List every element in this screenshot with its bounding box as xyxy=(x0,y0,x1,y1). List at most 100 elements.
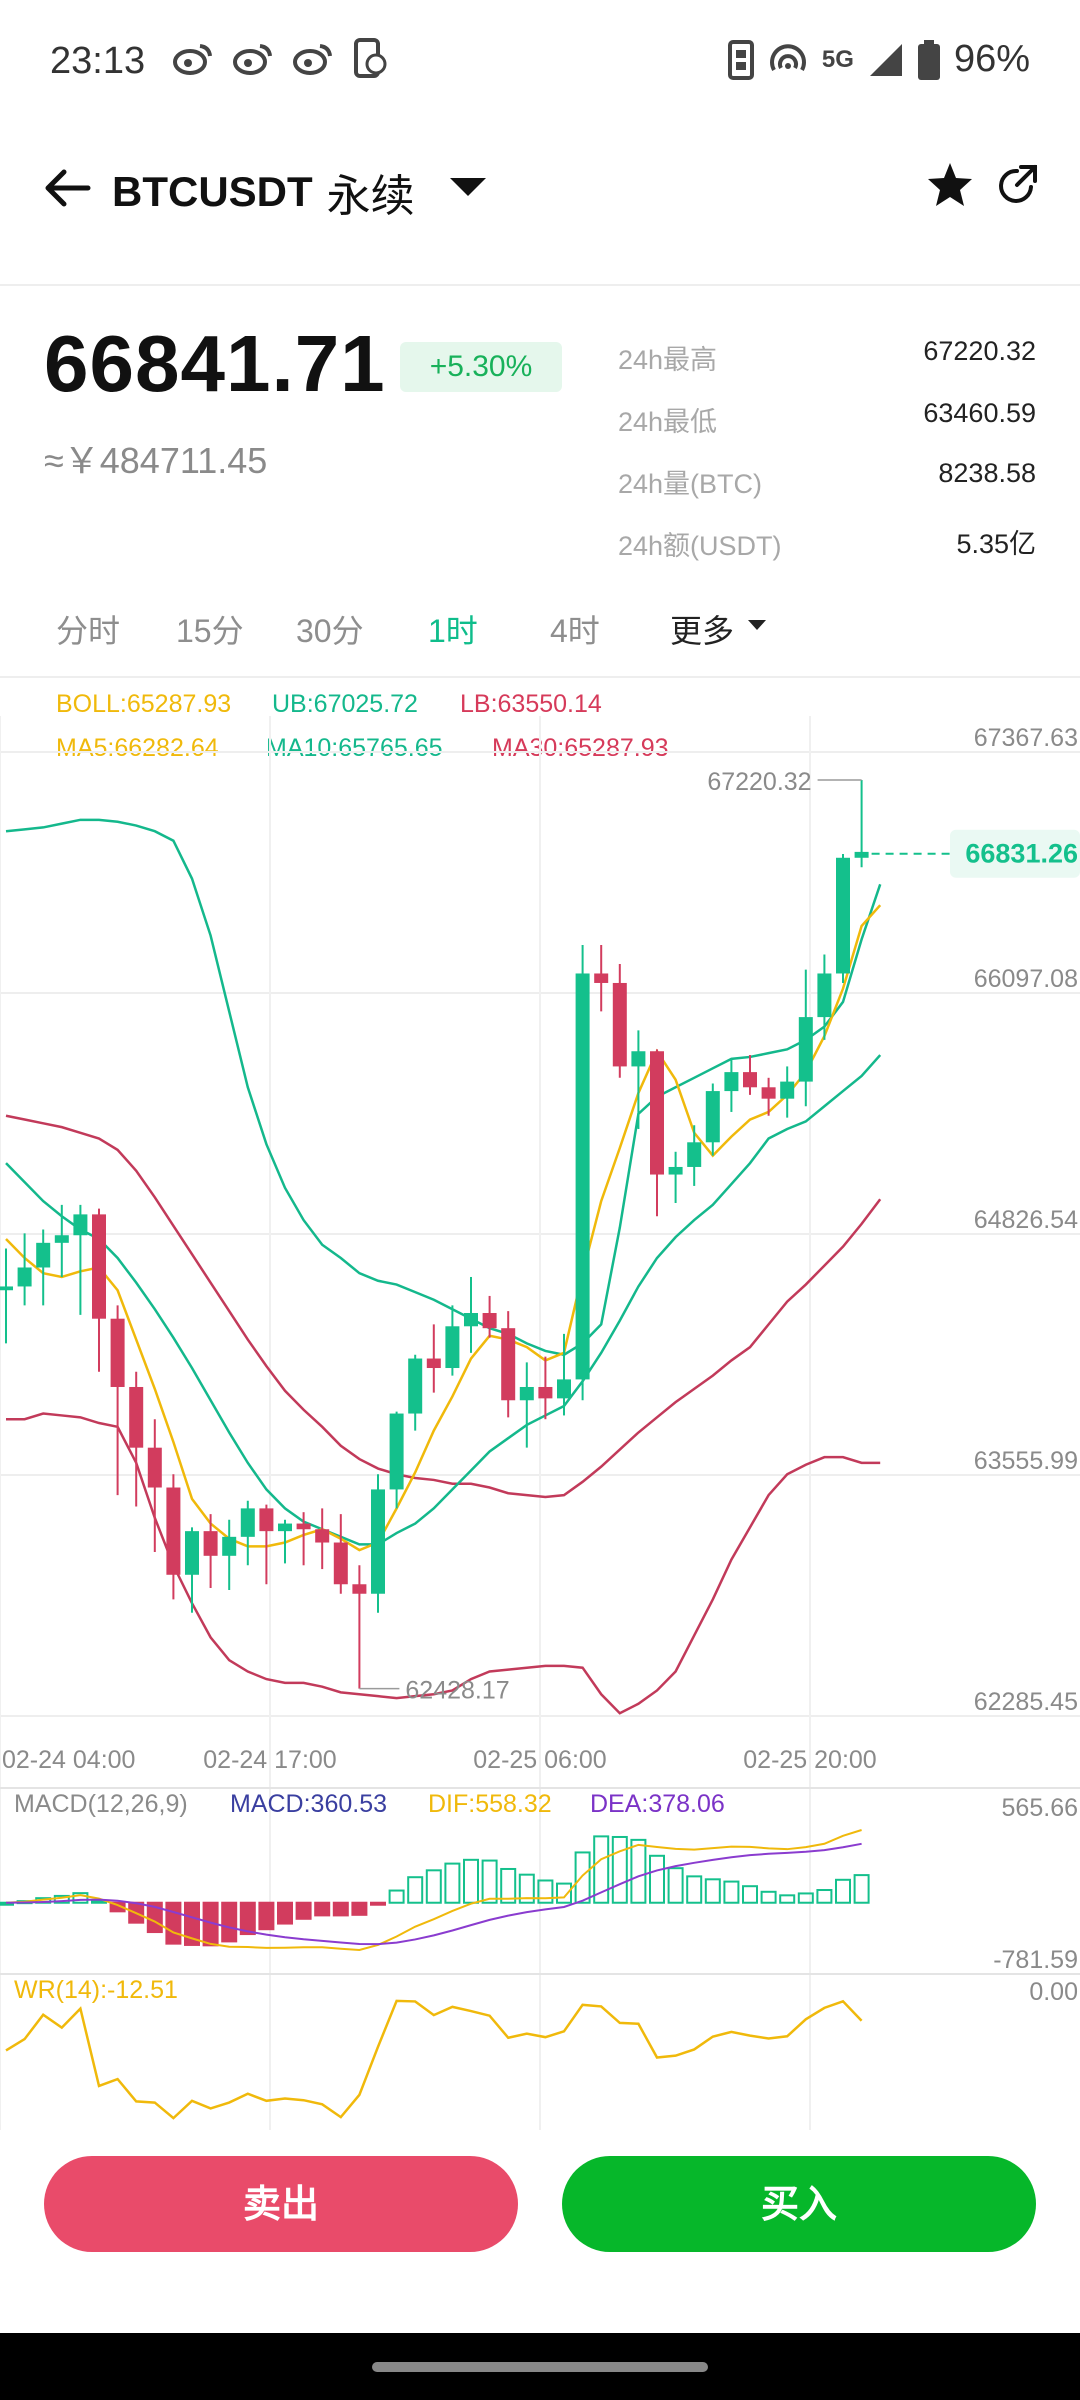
candle-body xyxy=(129,1386,144,1448)
candle-body xyxy=(240,1508,255,1537)
candle-body xyxy=(668,1166,683,1175)
boll-lower-line xyxy=(6,1412,881,1715)
dif-line xyxy=(5,1829,862,1952)
legend-dea: DEA:378.06 xyxy=(590,1790,725,1818)
macd-bar xyxy=(835,1878,851,1904)
tabs-divider xyxy=(0,676,1080,678)
candle-body xyxy=(743,1072,757,1088)
back-arrow-icon[interactable] xyxy=(40,160,96,216)
current-price-label: 66831.26 xyxy=(965,839,1078,869)
x-axis-label: 02-25 06:00 xyxy=(473,1746,606,1774)
legend-wr: WR(14):-12.51 xyxy=(14,1976,178,2004)
macd-bar xyxy=(221,1901,238,1943)
candle-body xyxy=(54,1235,69,1243)
weibo-icon xyxy=(293,44,332,75)
more-dropdown-icon[interactable] xyxy=(748,620,766,630)
candle-body xyxy=(594,973,609,983)
candle-body xyxy=(464,1313,478,1327)
tab-1h[interactable]: 1时 xyxy=(428,613,478,649)
legend-ma30: MA30:65287.93 xyxy=(492,734,669,762)
macd-bar xyxy=(779,1894,796,1904)
favorite-star-icon[interactable] xyxy=(925,160,975,210)
battery-icon xyxy=(917,39,940,80)
x-axis-label: 02-25 20:00 xyxy=(743,1746,876,1774)
macd-bar xyxy=(370,1901,386,1906)
macd-bar xyxy=(760,1890,777,1904)
candle-body xyxy=(371,1489,385,1594)
dea-line xyxy=(5,1842,862,1946)
weibo-icon xyxy=(233,44,272,75)
macd-bar xyxy=(816,1889,833,1904)
home-gesture-handle[interactable] xyxy=(372,2362,708,2372)
tab-30m[interactable]: 30分 xyxy=(296,613,364,649)
hotspot-icon xyxy=(769,43,806,71)
tab-4h[interactable]: 4时 xyxy=(550,613,600,649)
candle-body xyxy=(352,1584,367,1594)
legend-macd: MACD:360.53 xyxy=(230,1790,388,1818)
macd-bar xyxy=(425,1869,442,1904)
sim-icon xyxy=(727,39,754,80)
macd-axis-min: -781.59 xyxy=(993,1946,1078,1974)
candle-body xyxy=(798,1017,813,1082)
candle-body xyxy=(73,1214,88,1236)
change-badge: +5.30% xyxy=(400,342,562,392)
buy-button[interactable]: 买入 xyxy=(562,2156,1036,2252)
stat-label-high: 24h最高 xyxy=(618,345,718,375)
candle-body xyxy=(612,982,627,1067)
candle-body xyxy=(185,1531,199,1575)
wr-line xyxy=(5,1999,863,2120)
candle-body xyxy=(445,1326,460,1369)
boll-upper-line xyxy=(5,818,882,1357)
macd-bar xyxy=(277,1901,293,1925)
macd-bar xyxy=(667,1867,684,1904)
tab-timeline[interactable]: 分时 xyxy=(56,613,121,649)
contract-type: 永续 xyxy=(326,172,415,221)
candle-body xyxy=(203,1531,218,1556)
cny-price: ≈￥484711.45 xyxy=(44,440,268,481)
status-right: 5G 96% xyxy=(727,38,1030,81)
x-axis-label: 02-24 04:00 xyxy=(2,1746,135,1774)
candle-body xyxy=(166,1487,181,1575)
kline-chart[interactable]: 67367.63 66097.08 64826.54 63555.99 62285.45… xyxy=(0,0,1080,2150)
candle-body xyxy=(36,1242,51,1268)
candle-body xyxy=(538,1386,553,1399)
macd-bar xyxy=(556,1882,572,1904)
tab-15m[interactable]: 15分 xyxy=(176,613,244,649)
macd-bar xyxy=(72,1892,89,1904)
stat-value-low: 63460.59 xyxy=(923,398,1036,428)
macd-bar xyxy=(723,1880,740,1904)
legend-ma10: MA10:65765.65 xyxy=(266,734,443,762)
stat-label-turnover: 24h额(USDT) xyxy=(618,531,782,561)
symbol-title[interactable]: BTCUSDT 永续 xyxy=(112,160,415,224)
macd-bar xyxy=(518,1873,535,1904)
candle-body xyxy=(817,973,832,1018)
candle-body xyxy=(333,1542,348,1585)
candle-body xyxy=(92,1214,106,1319)
macd-bar xyxy=(704,1878,721,1904)
signal-icon xyxy=(869,43,902,76)
candle-body xyxy=(110,1318,125,1387)
macd-bar xyxy=(444,1862,461,1904)
notification-icons xyxy=(172,38,388,78)
ma5-line xyxy=(5,904,882,1552)
macd-bar xyxy=(295,1901,312,1920)
candle-body xyxy=(761,1087,776,1099)
stat-value-high: 67220.32 xyxy=(923,336,1036,366)
macd-bar xyxy=(500,1867,517,1904)
macd-bar xyxy=(742,1885,758,1904)
macd-bar xyxy=(574,1851,591,1904)
sell-button[interactable]: 卖出 xyxy=(44,2156,518,2252)
tab-more[interactable]: 更多 xyxy=(670,613,735,649)
macd-bar xyxy=(165,1901,182,1945)
y-axis-label: 63555.99 xyxy=(974,1447,1078,1475)
last-price: 66841.71 xyxy=(44,319,386,408)
share-icon[interactable] xyxy=(995,163,1039,207)
macd-bar xyxy=(797,1892,814,1904)
candle-body xyxy=(780,1081,795,1099)
boll-mid-line xyxy=(5,1114,882,1499)
stat-value-volume: 8238.58 xyxy=(938,458,1036,488)
legend-ub: UB:67025.72 xyxy=(272,690,418,718)
header-divider xyxy=(0,284,1080,286)
candle-body xyxy=(650,1051,664,1175)
symbol-dropdown-icon[interactable] xyxy=(450,178,486,196)
